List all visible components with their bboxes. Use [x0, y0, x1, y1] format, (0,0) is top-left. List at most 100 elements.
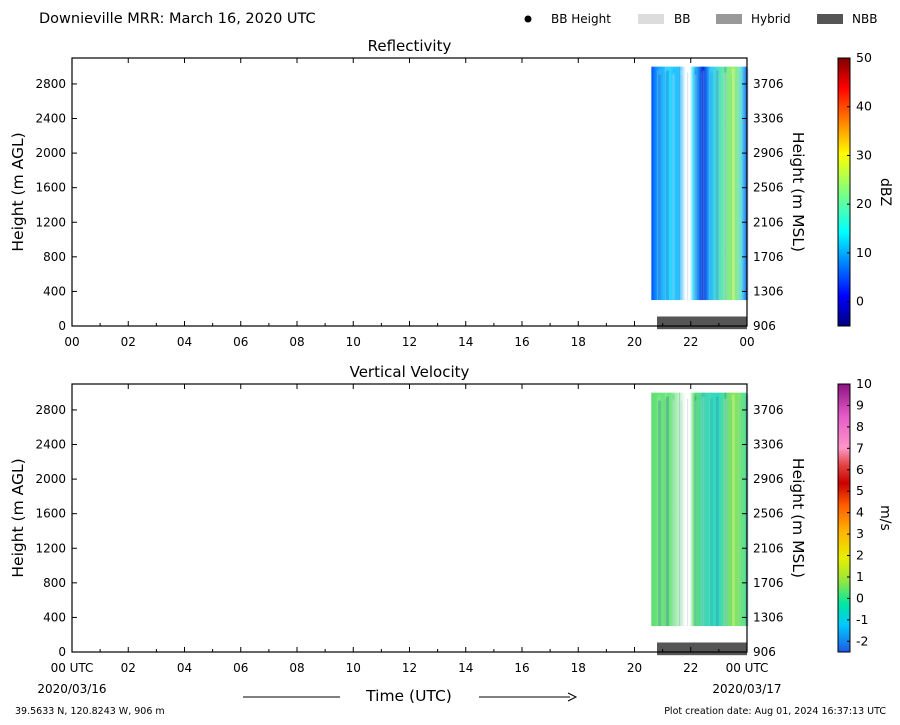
x-tick-label: 06: [233, 335, 248, 349]
y-tick-label: 1200: [35, 215, 66, 229]
data-streak: [695, 68, 697, 301]
y-right-tick-label: 2906: [753, 472, 784, 486]
data-streak: [717, 74, 719, 301]
y-right-tick-label: 1306: [753, 610, 784, 624]
data-streak: [658, 394, 661, 627]
colorbar-tick-label: -1: [856, 612, 868, 627]
creation-date-text: Plot creation date: Aug 01, 2024 16:37:1…: [664, 706, 886, 717]
legend-swatch-hybrid: [716, 14, 742, 24]
data-streak: [672, 68, 675, 301]
data-streak: [738, 66, 741, 301]
data-streak: [695, 394, 697, 627]
data-streak: [694, 400, 697, 627]
y-right-tick-label: 906: [753, 645, 776, 659]
data-streak: [709, 68, 711, 301]
data-streak: [724, 66, 727, 301]
y-right-tick-label: 2106: [753, 215, 784, 229]
y-right-tick-label: 3306: [753, 438, 784, 452]
category-legend: BB Height BB Hybrid NBB: [524, 12, 877, 26]
location-text: 39.5633 N, 120.8243 W, 906 m: [15, 706, 165, 717]
x-tick-label: 00: [64, 335, 79, 349]
y-right-tick-label: 906: [753, 319, 776, 333]
y-tick-label: 800: [43, 250, 66, 264]
data-streak: [671, 400, 675, 627]
data-streak: [679, 66, 681, 301]
data-streak: [657, 400, 661, 627]
x-tick-label: 00 UTC: [726, 661, 769, 675]
colorbar-label: m/s: [877, 505, 893, 531]
x-tick-label: 08: [289, 661, 304, 675]
y-right-tick-label: 2506: [753, 507, 784, 521]
colorbar-tick-label: 2: [856, 548, 864, 563]
data-streak: [657, 74, 661, 301]
data-streak: [665, 66, 667, 301]
data-streak: [730, 400, 732, 627]
legend-swatch-bb: [638, 14, 664, 24]
data-streak: [738, 392, 741, 627]
x-tick-label: 10: [346, 335, 361, 349]
y-tick-label: 2400: [35, 112, 66, 126]
y-right-tick-label: 3706: [753, 403, 784, 417]
y-tick-label: 0: [58, 319, 66, 333]
data-streak: [664, 72, 667, 301]
x-tick-label: 22: [683, 335, 698, 349]
colorbar-tick-label: 0: [856, 590, 864, 605]
legend-label: Hybrid: [751, 12, 791, 26]
data-streak: [671, 74, 675, 301]
data-streak: [701, 72, 703, 301]
x-tick-label: 04: [177, 335, 192, 349]
colorbar-tick-label: 40: [856, 99, 872, 114]
x-tick-label: 22: [683, 661, 698, 675]
colorbar-tick-label: 10: [856, 245, 872, 260]
x-tick-label: 00 UTC: [51, 661, 94, 675]
y-axis-label: Height (m AGL): [9, 132, 27, 251]
data-streak: [716, 396, 719, 627]
x-tick-label: 20: [627, 335, 642, 349]
legend-label: BB Height: [551, 12, 611, 26]
data-streak: [687, 66, 691, 301]
y-right-tick-label: 1706: [753, 250, 784, 264]
data-streak: [731, 68, 735, 301]
colorbar-tick-label: 9: [856, 397, 864, 412]
y-tick-label: 0: [58, 645, 66, 659]
colorbar-tick-label: 5: [856, 483, 864, 498]
colorbar-tick-label: 10: [856, 376, 872, 391]
colorbar-tick-label: -2: [856, 633, 868, 648]
data-streak: [716, 70, 719, 301]
data-streak: [723, 398, 727, 627]
x-tick-label: 02: [121, 335, 136, 349]
data-streak: [686, 68, 689, 301]
y-tick-label: 2000: [35, 146, 66, 160]
y-tick-label: 2000: [35, 472, 66, 486]
colorbar: [837, 57, 851, 327]
y-right-tick-label: 1306: [753, 284, 784, 298]
x-tick-label: 12: [402, 335, 417, 349]
plot-frame: [71, 57, 748, 327]
x-tick-label: 12: [402, 661, 417, 675]
y-tick-label: 2400: [35, 438, 66, 452]
data-streak: [687, 72, 689, 301]
y-tick-label: 800: [43, 576, 66, 590]
colorbar-tick-label: 20: [856, 196, 872, 211]
legend-swatch-nbb: [817, 14, 843, 24]
data-field: [651, 392, 747, 627]
data-streak: [693, 70, 697, 301]
data-streak: [693, 396, 697, 627]
nbb-band-bar: [657, 642, 747, 656]
plot-frame: [71, 383, 748, 653]
data-streak: [673, 398, 675, 627]
legend-label: NBB: [852, 12, 877, 26]
x-tick-label: 04: [177, 661, 192, 675]
x-tick-label: 14: [458, 335, 473, 349]
x-tick-label: 00: [739, 335, 754, 349]
data-streak: [702, 70, 705, 301]
y-tick-label: 400: [43, 284, 66, 298]
data-streak: [679, 70, 683, 301]
x-tick-label: 08: [289, 335, 304, 349]
x-tick-label: 20: [627, 661, 642, 675]
y-axis-label-right: Height (m MSL): [789, 458, 807, 578]
data-streak: [717, 400, 719, 627]
x-tick-label: 14: [458, 661, 473, 675]
